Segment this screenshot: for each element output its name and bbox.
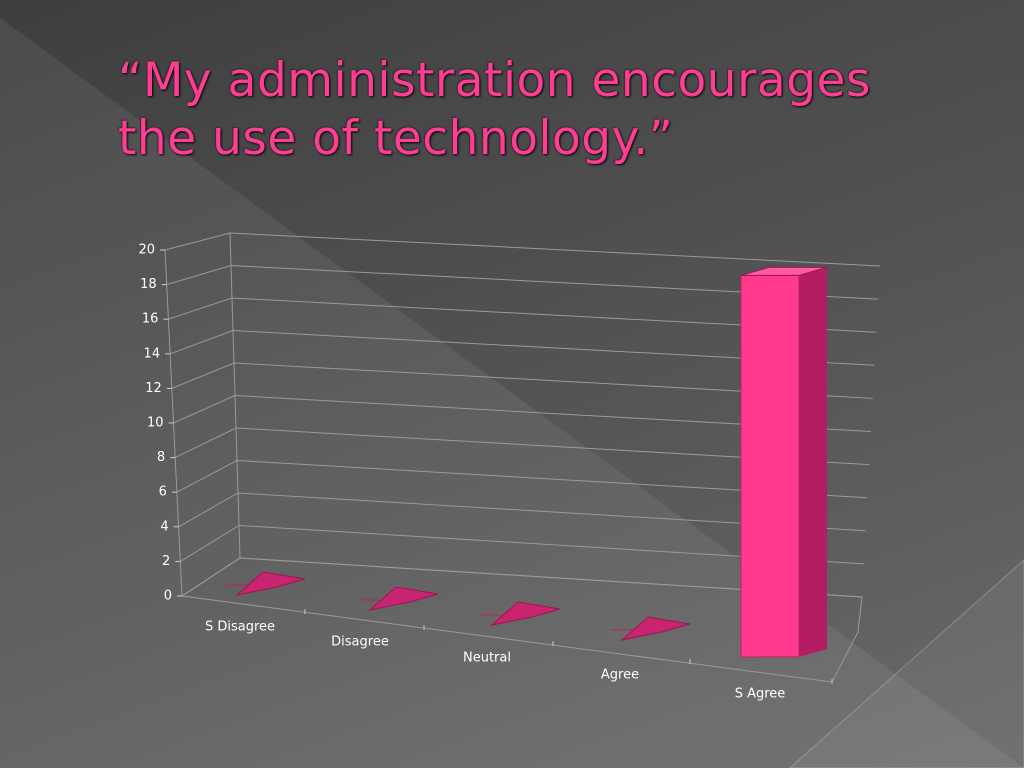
x-tick-label: Disagree <box>331 635 389 650</box>
x-tick-label: Neutral <box>463 651 511 666</box>
y-tick-label: 10 <box>147 416 164 431</box>
grid-line <box>171 362 873 399</box>
grid-line <box>169 329 875 366</box>
y-tick-label: 4 <box>160 519 168 534</box>
grid-line <box>168 297 877 333</box>
y-tick-label: 6 <box>159 485 167 500</box>
y-tick-label: 0 <box>164 589 172 604</box>
grid-line <box>174 427 870 466</box>
slide-title: “My administration encourages the use of… <box>118 53 871 166</box>
y-tick-label: 18 <box>140 277 157 292</box>
bar-top <box>740 266 828 276</box>
grid-line <box>178 492 866 532</box>
grid-line <box>176 459 868 499</box>
y-tick-label: 2 <box>162 554 170 569</box>
background-shape <box>789 559 1024 768</box>
bar-top <box>620 616 691 641</box>
bar-top <box>490 601 561 626</box>
x-tick-label: Agree <box>601 668 639 683</box>
x-tick-label: S Agree <box>735 687 786 702</box>
y-tick-label: 14 <box>144 346 161 361</box>
bar-top <box>235 571 306 596</box>
grid-line <box>164 232 881 267</box>
x-tick-label: S Disagree <box>205 620 275 635</box>
y-tick-label: 20 <box>138 243 155 258</box>
y-tick-label: 8 <box>157 450 165 465</box>
bar-top <box>368 586 439 611</box>
grid-line <box>180 524 864 565</box>
bar-side <box>799 267 827 657</box>
grid-line <box>166 264 879 300</box>
y-tick-label: 12 <box>145 381 162 396</box>
grid-line <box>173 394 872 432</box>
y-tick-label: 16 <box>142 312 159 327</box>
grid-line <box>181 557 863 598</box>
bar <box>740 274 800 658</box>
